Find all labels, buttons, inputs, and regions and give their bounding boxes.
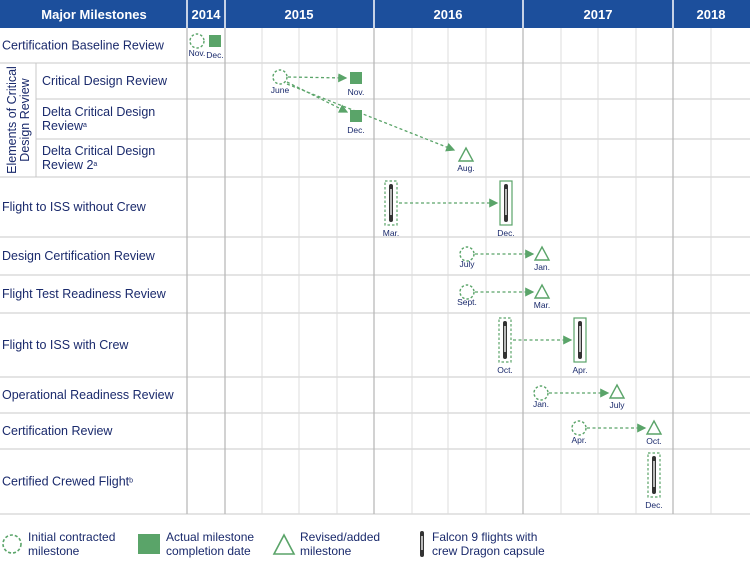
dcr-initial-icon [459,246,475,262]
legend-falcon-rocket-icon [420,531,424,557]
cdr-actual-label: Nov. [348,87,365,97]
cr-initial-icon [571,420,587,436]
cbr-actual-icon [209,35,221,47]
header-bar [0,0,750,28]
dcdr2-arrow [286,83,456,152]
year-2015: 2015 [285,7,314,22]
ccf-initial-frame [647,452,661,498]
header-title: Major Milestones [41,7,146,22]
fwc-revised-frame [573,317,587,363]
legend-actual-line1: Actual milestone [166,530,254,544]
fwc-initial-label: Oct. [497,365,513,375]
dcdr2-revised-icon [457,146,475,162]
year-2017: 2017 [584,7,613,22]
year-2018: 2018 [697,7,726,22]
row-label: Certification Review [2,424,113,438]
orr-revised-icon [608,383,626,399]
legend-initial-line1: Initial contracted [28,530,115,544]
fwc-initial-rocket-stripe [504,326,506,352]
cr-revised-icon [645,419,663,435]
row-label: Delta Critical Design [42,105,155,119]
fwo-initial-frame [384,180,398,226]
legend-revised-line2: milestone [300,544,352,558]
fwo-revised-rocket-stripe [505,189,507,215]
cdr-initial-label: June [271,85,290,95]
ccf-initial-label: Dec. [645,500,662,510]
row-label: Certification Baseline Review [2,39,165,53]
row-label: Design Certification Review [2,249,156,263]
arrows [286,73,647,433]
ccf-initial-rocket-stripe [653,461,655,487]
group-label: Elements of Critical Design Review [5,66,32,174]
ftrr-initial-icon [459,284,475,300]
markers: Nov. Dec.June Nov.Dec.Aug.Mar. Dec.July Jan.… [189,33,663,510]
cbr-initial-label: Nov. [189,48,206,58]
fwc-revised-rocket-stripe [579,326,581,352]
cbr-initial-icon [189,33,205,49]
year-2014: 2014 [192,7,222,22]
legend-revised-icon [272,533,296,555]
row-label: Reviewa [42,119,87,133]
orr-initial-icon [533,385,549,401]
cdr-arrow [287,73,348,83]
grid-lines [0,0,750,515]
fwc-initial-frame [498,317,512,363]
row-label-footnote: a [83,122,87,129]
fwo-initial-rocket-stripe [390,189,392,215]
cr-revised-label: Oct. [646,436,662,446]
legend-initial-icon [2,534,22,554]
fwc-revised-label: Apr. [572,365,587,375]
row-label: Flight to ISS without Crew [2,200,147,214]
orr-initial-label: Jan. [533,399,549,409]
legend-revised-line1: Revised/added [300,530,380,544]
dcdr-actual-label: Dec. [347,125,364,135]
dcdr2-revised-label: Aug. [457,163,475,173]
ftrr-initial-label: Sept. [457,297,477,307]
row-label: Critical Design Review [42,74,168,88]
fwo-revised-frame [499,180,513,226]
legend-falcon-line2: crew Dragon capsule [432,544,545,558]
legend-actual-line2: completion date [166,544,251,558]
row-label: Flight Test Readiness Review [2,287,167,301]
orr-revised-label: July [609,400,625,410]
fwo-revised-label: Dec. [497,228,514,238]
row-label-footnote: b [129,477,133,484]
ftrr-revised-label: Mar. [534,300,551,310]
cbr-actual-label: Dec. [206,50,223,60]
legend-falcon-line1: Falcon 9 flights with [432,530,537,544]
row-label: Review 2a [42,158,97,172]
svg-text:Design Review: Design Review [18,77,32,161]
legend-actual-icon [138,534,160,554]
ftrr-revised-icon [533,283,551,299]
row-label: Operational Readiness Review [2,388,175,402]
cdr-initial-icon [272,69,288,85]
dcdr-arrow [286,81,349,113]
row-label: Delta Critical Design [42,144,155,158]
row-labels: Certification Baseline Review Critical De… [2,39,175,489]
cr-initial-label: Apr. [571,435,586,445]
row-label: Flight to ISS with Crew [2,338,129,352]
cdr-actual-icon [350,72,362,84]
row-label-footnote: a [93,161,97,168]
fwo-initial-label: Mar. [383,228,400,238]
dcr-revised-label: Jan. [534,262,550,272]
year-2016: 2016 [434,7,463,22]
svg-text:Elements of Critical: Elements of Critical [5,66,19,174]
legend: Initial contracted milestone Actual mile… [2,530,545,558]
row-label: Certified Crewed Flightb [2,475,133,489]
legend-initial-line2: milestone [28,544,80,558]
dcdr-actual-icon [350,110,362,122]
dcr-revised-icon [533,245,551,261]
dcr-initial-label: July [459,259,475,269]
